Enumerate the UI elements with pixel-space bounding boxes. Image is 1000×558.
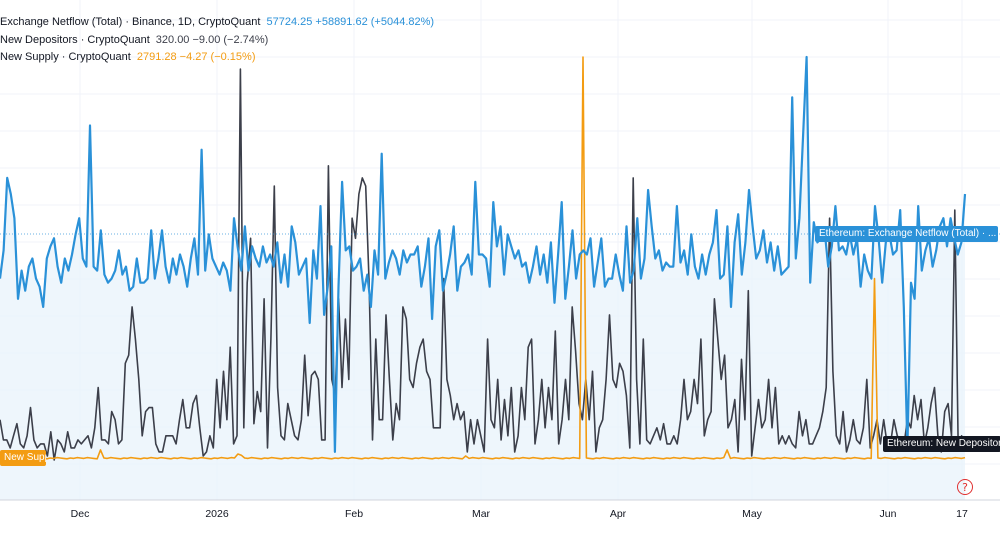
- series-line-exchange-netflow-total-: [0, 55, 967, 453]
- x-axis: Dec 2026 Feb Mar Apr May Jun 17: [71, 508, 968, 520]
- x-tick-label: May: [742, 508, 763, 520]
- legend-supply-values: 2791.28 −4.27 (−0.15%): [136, 51, 256, 63]
- legend-supply[interactable]: New Supply · CryptoQuant 2791.28 −4.27 (−…: [0, 49, 434, 67]
- x-tick-label: Mar: [472, 508, 491, 520]
- netflow-price-tag: Ethereum: Exchange Netflow (Total) · ...: [815, 226, 998, 242]
- legend-depositors-values: 320.00 −9.00 (−2.74%): [155, 33, 269, 46]
- depositors-price-tag: Ethereum: New Depositors: [883, 436, 1000, 452]
- x-tick-label: Feb: [345, 508, 363, 520]
- x-tick-label: Apr: [610, 508, 627, 520]
- legend-depositors-label: New Depositors · CryptoQuant: [0, 33, 150, 46]
- netflow-area: [0, 57, 965, 500]
- supply-price-tag: New Supply: [0, 450, 46, 466]
- netflow-area-fill: [0, 57, 965, 500]
- series-line-new-supply: [0, 56, 966, 460]
- legend-netflow-label: Exchange Netflow (Total) · Binance, 1D, …: [0, 16, 261, 28]
- x-tick-label: Dec: [71, 508, 90, 520]
- x-tick-label: 17: [956, 508, 968, 520]
- x-tick-label: Jun: [880, 508, 897, 520]
- x-tick-label: 2026: [205, 508, 229, 520]
- legend-netflow-values: 57724.25 +58891.62 (+5044.82%): [266, 16, 435, 28]
- chart-legend: Exchange Netflow (Total) · Binance, 1D, …: [0, 14, 434, 67]
- legend-supply-label: New Supply · CryptoQuant: [0, 51, 131, 63]
- legend-depositors[interactable]: New Depositors · CryptoQuant 320.00 −9.00…: [0, 32, 434, 50]
- help-icon[interactable]: ?: [957, 479, 973, 495]
- legend-netflow[interactable]: Exchange Netflow (Total) · Binance, 1D, …: [0, 14, 434, 32]
- chart-series: [0, 55, 967, 461]
- series-line-new-depositors: [0, 68, 966, 461]
